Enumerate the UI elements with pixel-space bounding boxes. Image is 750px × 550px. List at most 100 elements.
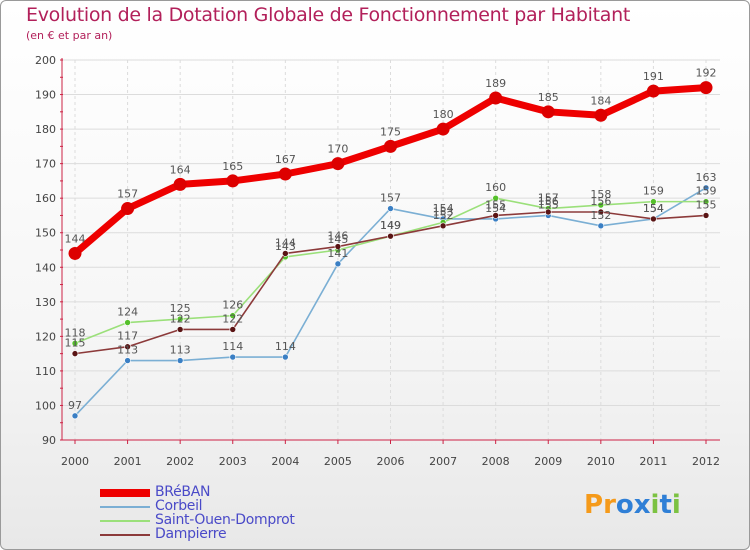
proxiti-logo: Proxiti (584, 490, 681, 520)
x-tick-label: 2005 (324, 455, 352, 468)
legend-label: Saint-Ouen-Domprot (155, 512, 295, 528)
data-label: 122 (222, 312, 243, 325)
logo-letter: x (633, 490, 651, 520)
data-point (544, 208, 552, 216)
y-tick-label: 120 (35, 330, 56, 343)
data-label: 154 (643, 202, 664, 215)
data-point (176, 357, 184, 364)
data-point (650, 215, 657, 223)
data-label: 154 (485, 202, 506, 215)
x-tick-label: 2011 (639, 455, 667, 468)
data-point (387, 232, 394, 240)
data-label: 115 (65, 337, 86, 350)
logo-letter: P (584, 490, 604, 520)
y-tick-label: 90 (42, 434, 56, 447)
data-label: 152 (433, 209, 454, 222)
data-label: 163 (696, 171, 717, 184)
data-point (278, 167, 292, 181)
x-tick-label: 2000 (61, 455, 89, 468)
data-label: 114 (275, 340, 296, 353)
data-point (229, 326, 237, 333)
y-tick-label: 100 (35, 399, 56, 412)
data-label: 122 (170, 312, 191, 325)
data-point (702, 212, 710, 219)
y-tick-label: 140 (35, 261, 56, 274)
data-label: 157 (117, 188, 138, 201)
data-label: 141 (327, 247, 348, 260)
data-label: 155 (538, 198, 559, 211)
data-point (173, 177, 187, 191)
data-label: 125 (170, 302, 191, 315)
data-label: 146 (327, 230, 348, 243)
x-tick-label: 2008 (482, 455, 510, 468)
series-dampierre (71, 208, 710, 357)
data-label: 184 (590, 94, 611, 107)
legend-label: Dampierre (155, 526, 227, 542)
data-point (334, 260, 342, 268)
data-label: 157 (380, 192, 401, 205)
legend-swatch (100, 506, 150, 508)
data-label: 117 (117, 330, 138, 343)
data-point (702, 184, 710, 192)
data-label: 191 (643, 70, 664, 83)
data-labels-layer: 144 157 164 165 167 170 175 180 189 185 184 191 192 9… (65, 67, 717, 412)
legend-swatch (100, 534, 150, 536)
data-point (226, 174, 240, 188)
y-tick-label: 180 (35, 123, 56, 136)
logo-letter: i (671, 490, 681, 520)
data-label: 154 (433, 202, 454, 215)
data-point (597, 201, 605, 209)
data-label: 149 (380, 219, 401, 232)
data-label: 185 (538, 91, 559, 104)
data-label: 159 (696, 185, 717, 198)
data-label: 113 (170, 344, 191, 357)
data-label: 167 (275, 153, 296, 166)
x-tick-label: 2003 (219, 455, 247, 468)
data-label: 156 (590, 195, 611, 208)
series-br-ban (68, 81, 713, 260)
data-label: 154 (643, 202, 664, 215)
data-label: 124 (117, 306, 138, 319)
data-label: 155 (485, 198, 506, 211)
logo-letter: i (650, 490, 660, 520)
y-tick-label: 160 (35, 192, 56, 205)
data-point (71, 412, 79, 420)
series-layer (68, 81, 713, 420)
data-label: 157 (538, 192, 559, 205)
x-tick-label: 2007 (429, 455, 457, 468)
legend-swatch (100, 489, 150, 497)
data-label: 126 (222, 299, 243, 312)
data-point (176, 315, 184, 323)
data-point (124, 343, 131, 351)
data-point (68, 246, 82, 260)
chart-title: Evolution de la Dotation Globale de Fonc… (26, 4, 631, 26)
x-tick-label: 2001 (114, 455, 142, 468)
data-point (384, 139, 397, 153)
data-label: 160 (485, 181, 506, 194)
y-tick-label: 190 (35, 89, 56, 102)
y-tick-label: 110 (35, 365, 56, 378)
data-label: 165 (222, 160, 243, 173)
data-label: 143 (275, 240, 296, 253)
grid (62, 59, 720, 441)
legend-label: BRéBAN (155, 484, 211, 500)
logo-letter: o (615, 490, 634, 520)
data-label: 170 (327, 143, 348, 156)
logo-letter: r (603, 490, 616, 520)
data-point (387, 205, 394, 212)
data-point (121, 202, 135, 216)
x-tick-label: 2004 (271, 455, 299, 468)
logo-letter: t (659, 490, 672, 520)
data-point (124, 357, 131, 364)
data-label: 156 (538, 195, 559, 208)
data-point (71, 350, 79, 357)
x-tick-label: 2006 (377, 455, 405, 468)
data-label: 164 (170, 163, 191, 176)
chart-subtitle: (en € et par an) (26, 29, 113, 42)
legend-swatch (100, 520, 150, 522)
data-point (597, 208, 605, 216)
data-label: 113 (117, 344, 138, 357)
data-label: 144 (275, 236, 296, 249)
data-label: 189 (485, 77, 506, 90)
